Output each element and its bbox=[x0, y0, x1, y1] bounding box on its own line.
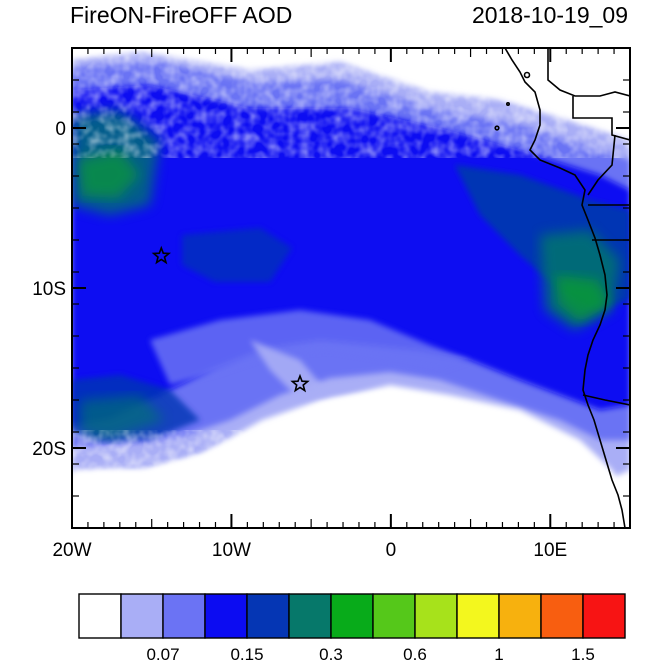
colorbar-box bbox=[540, 593, 584, 639]
x-tick-label: 10E bbox=[533, 540, 567, 561]
site-star-marker bbox=[151, 245, 172, 265]
y-tick-label: 0 bbox=[55, 119, 66, 140]
site-star-marker bbox=[290, 373, 310, 393]
colorbar-box bbox=[372, 593, 416, 639]
colorbar-label: 1.5 bbox=[571, 645, 595, 664]
colorbar-box bbox=[498, 593, 542, 639]
aod-field bbox=[72, 48, 630, 528]
colorbar-label: 0.6 bbox=[403, 645, 427, 664]
colorbar-label: 0.07 bbox=[146, 645, 179, 664]
y-tick-label: 20S bbox=[32, 439, 66, 460]
axis-ticks bbox=[71, 47, 631, 529]
colorbar-label: 0.3 bbox=[319, 645, 343, 664]
colorbar bbox=[78, 593, 626, 639]
colorbar-box bbox=[204, 593, 248, 639]
colorbar-box bbox=[162, 593, 206, 639]
colorbar-box bbox=[120, 593, 164, 639]
plot-timestamp: 2018-10-19_09 bbox=[471, 2, 628, 28]
colorbar-box bbox=[246, 593, 290, 639]
y-tick-label: 10S bbox=[32, 279, 66, 300]
colorbar-label: 0.15 bbox=[230, 645, 263, 664]
x-tick-label: 10W bbox=[212, 540, 251, 561]
x-tick-label: 20W bbox=[52, 540, 91, 561]
colorbar-box bbox=[582, 593, 626, 639]
colorbar-label: 1 bbox=[494, 645, 503, 664]
colorbar-box bbox=[78, 593, 122, 639]
marker-layer bbox=[151, 245, 310, 393]
colorbar-labels: 0.07 0.15 0.3 0.6 1 1.5 bbox=[146, 645, 594, 664]
coastline bbox=[494, 48, 630, 528]
plot-title: FireON-FireOFF AOD bbox=[70, 2, 293, 28]
colorbar-box bbox=[456, 593, 500, 639]
colorbar-box bbox=[288, 593, 332, 639]
colorbar-box bbox=[414, 593, 458, 639]
x-tick-label: 0 bbox=[386, 540, 397, 561]
colorbar-box bbox=[330, 593, 374, 639]
axis-tick-labels: 20W 10W 0 10E 0 10S 20S bbox=[32, 119, 567, 561]
